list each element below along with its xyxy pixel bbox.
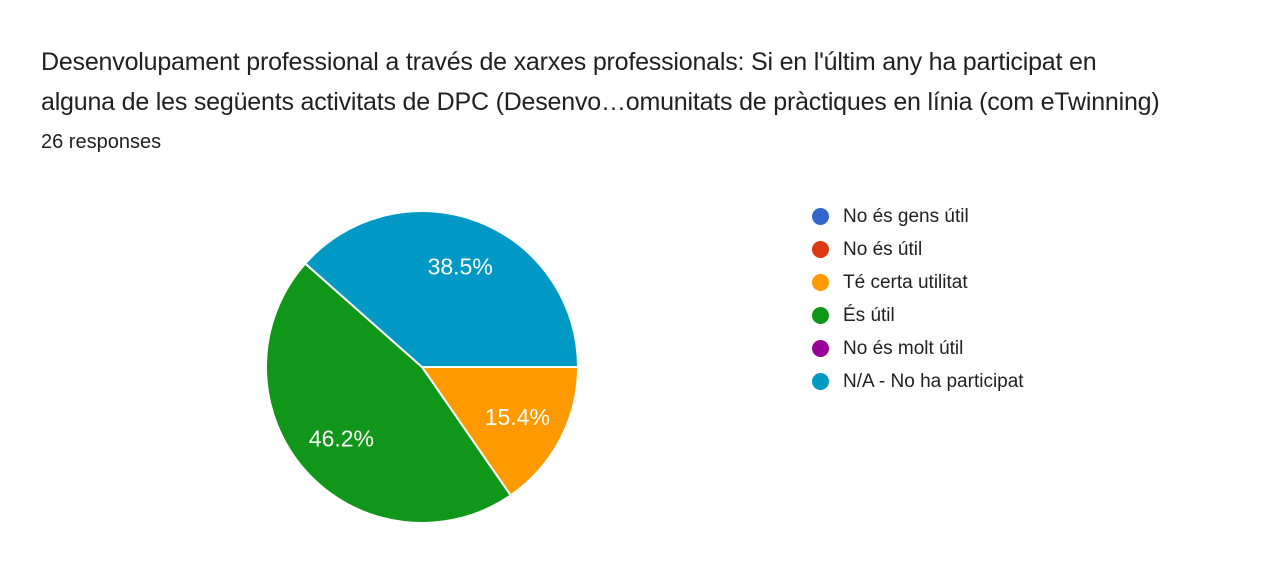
pie-chart-area: 15.4% 46.2% 38.5% xyxy=(264,209,580,525)
pie-slice-es-util[interactable] xyxy=(264,262,512,525)
legend-item: No és molt útil xyxy=(812,332,1024,365)
legend-item-label: No és gens útil xyxy=(843,206,969,227)
pie-slice-percentage-label: 38.5% xyxy=(428,253,493,279)
pie-slice-percentage-label: 15.4% xyxy=(485,404,550,430)
legend-color-dot xyxy=(812,241,829,258)
chart-header: Desenvolupament professional a través de… xyxy=(41,42,1260,154)
pie-slice-te-certa-utilitat[interactable] xyxy=(421,366,579,497)
question-title-line1: Desenvolupament professional a través de… xyxy=(41,48,1097,76)
legend-color-dot xyxy=(812,208,829,225)
legend-color-dot xyxy=(812,307,829,324)
legend-item-label: És útil xyxy=(843,305,895,326)
legend-color-dot xyxy=(812,274,829,291)
legend-item: N/A - No ha participat xyxy=(812,365,1024,398)
pie-chart: 15.4% 46.2% 38.5% xyxy=(264,209,579,525)
legend-item: Té certa utilitat xyxy=(812,266,1024,299)
pie-slice-na-no-ha-participat[interactable] xyxy=(304,209,579,368)
chart-legend: No és gens útil No és útil Té certa util… xyxy=(812,200,1024,398)
legend-item-label: N/A - No ha participat xyxy=(843,371,1024,392)
legend-item-label: Té certa utilitat xyxy=(843,272,968,293)
legend-item: No és útil xyxy=(812,233,1024,266)
pie-slice-percentage-label: 46.2% xyxy=(309,425,374,451)
legend-item-label: No és útil xyxy=(843,239,923,260)
legend-color-dot xyxy=(812,373,829,390)
question-title-line2: alguna de les següents activitats de DPC… xyxy=(41,88,1160,116)
legend-color-dot xyxy=(812,340,829,357)
legend-item: És útil xyxy=(812,299,1024,332)
responses-count: 26 responses xyxy=(41,131,162,153)
legend-item-label: No és molt útil xyxy=(843,338,964,359)
legend-item: No és gens útil xyxy=(812,200,1024,233)
